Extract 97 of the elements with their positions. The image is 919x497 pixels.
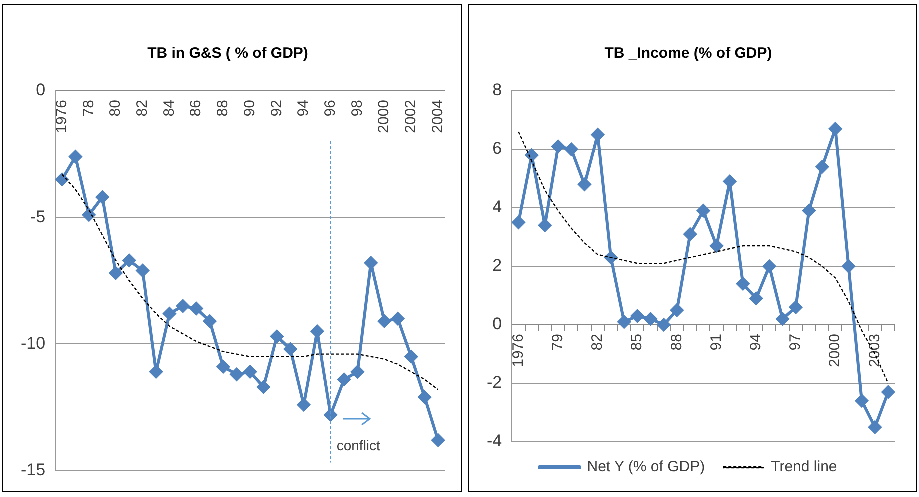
point <box>684 228 697 241</box>
point <box>190 302 204 316</box>
x-tick-label: 2003 <box>866 334 884 368</box>
point <box>578 178 592 192</box>
x-tick-label: 80 <box>107 100 124 117</box>
x-tick-label: 85 <box>628 334 646 351</box>
point <box>763 260 776 273</box>
legend-label: Net Y (% of GDP) <box>587 458 706 476</box>
x-tick-label: 98 <box>348 100 366 117</box>
point <box>552 140 565 154</box>
chart-title: TB _Income (% of GDP) <box>604 45 772 62</box>
x-tick-label: 2000 <box>826 334 844 368</box>
point <box>670 304 684 317</box>
point <box>176 300 190 313</box>
point <box>257 380 270 394</box>
y-tick-label: -10 <box>20 334 46 353</box>
point <box>538 219 552 232</box>
point <box>710 240 724 253</box>
x-tick-label: 84 <box>160 100 178 117</box>
point <box>868 420 882 434</box>
point <box>525 148 538 162</box>
y-tick-label: 0 <box>36 80 46 100</box>
x-tick-label: 2002 <box>402 100 420 134</box>
legend-label: Trend line <box>771 458 838 476</box>
point <box>842 260 856 273</box>
point <box>882 386 895 399</box>
point <box>150 366 163 379</box>
point <box>122 254 136 268</box>
x-tick-label: 97 <box>787 334 804 351</box>
point <box>351 366 364 379</box>
point <box>631 310 644 323</box>
x-tick-label: 1976 <box>510 334 527 368</box>
point <box>56 173 69 186</box>
x-tick-label: 2000 <box>376 100 393 134</box>
point <box>829 122 842 136</box>
point <box>69 150 82 164</box>
point <box>163 307 176 320</box>
x-tick-label: 91 <box>708 334 725 351</box>
point <box>110 266 122 280</box>
y-tick-label: 2 <box>492 256 502 276</box>
point <box>310 325 324 338</box>
point <box>644 312 658 326</box>
x-tick-label: 78 <box>80 100 98 117</box>
x-tick-label: 90 <box>241 100 258 117</box>
point <box>565 143 578 156</box>
y-tick-label: 0 <box>492 314 502 334</box>
x-tick-label: 94 <box>748 334 765 351</box>
point <box>789 300 802 314</box>
x-tick-label: 88 <box>214 100 232 117</box>
point <box>657 318 670 332</box>
point <box>776 312 790 326</box>
x-tick-label: 82 <box>589 334 606 351</box>
point <box>432 434 445 447</box>
point <box>284 342 298 356</box>
point <box>270 330 284 344</box>
y-tick-label: 6 <box>492 139 502 158</box>
point <box>338 373 351 386</box>
x-tick-label: 1976 <box>53 100 70 134</box>
chart-title: TB in G&S ( % of GDP) <box>148 45 308 62</box>
x-tick-label: 94 <box>295 100 312 117</box>
point <box>750 292 763 306</box>
y-tick-label: 4 <box>492 198 502 217</box>
point <box>723 175 736 188</box>
point <box>298 398 310 412</box>
point <box>96 190 110 204</box>
x-tick-label: 92 <box>268 100 286 117</box>
point <box>364 256 378 270</box>
x-tick-label: 96 <box>322 100 339 117</box>
y-tick-label: -5 <box>30 207 46 226</box>
point <box>136 264 150 278</box>
y-tick-label: -15 <box>20 460 46 480</box>
point <box>697 204 710 218</box>
point <box>855 394 868 408</box>
x-tick-label: 82 <box>134 100 151 117</box>
y-tick-label: -2 <box>486 373 502 392</box>
point <box>736 278 750 291</box>
point <box>404 350 418 364</box>
x-tick-label: 86 <box>188 100 205 117</box>
point <box>216 360 230 374</box>
x-tick-label: 79 <box>549 334 566 351</box>
point <box>802 204 816 218</box>
x-tick-label: 88 <box>668 334 686 351</box>
y-tick-label: -4 <box>486 432 502 451</box>
x-tick-label: 2004 <box>429 100 446 134</box>
point <box>378 314 392 328</box>
point <box>591 128 604 142</box>
point <box>244 366 257 379</box>
point <box>230 368 244 382</box>
y-tick-label: 8 <box>492 80 502 100</box>
point <box>82 208 96 222</box>
point <box>418 390 432 404</box>
ref-line-label: conflict <box>336 438 381 454</box>
point <box>816 160 829 174</box>
point <box>204 314 216 328</box>
point <box>618 316 631 329</box>
point <box>392 312 404 326</box>
point <box>512 216 526 230</box>
